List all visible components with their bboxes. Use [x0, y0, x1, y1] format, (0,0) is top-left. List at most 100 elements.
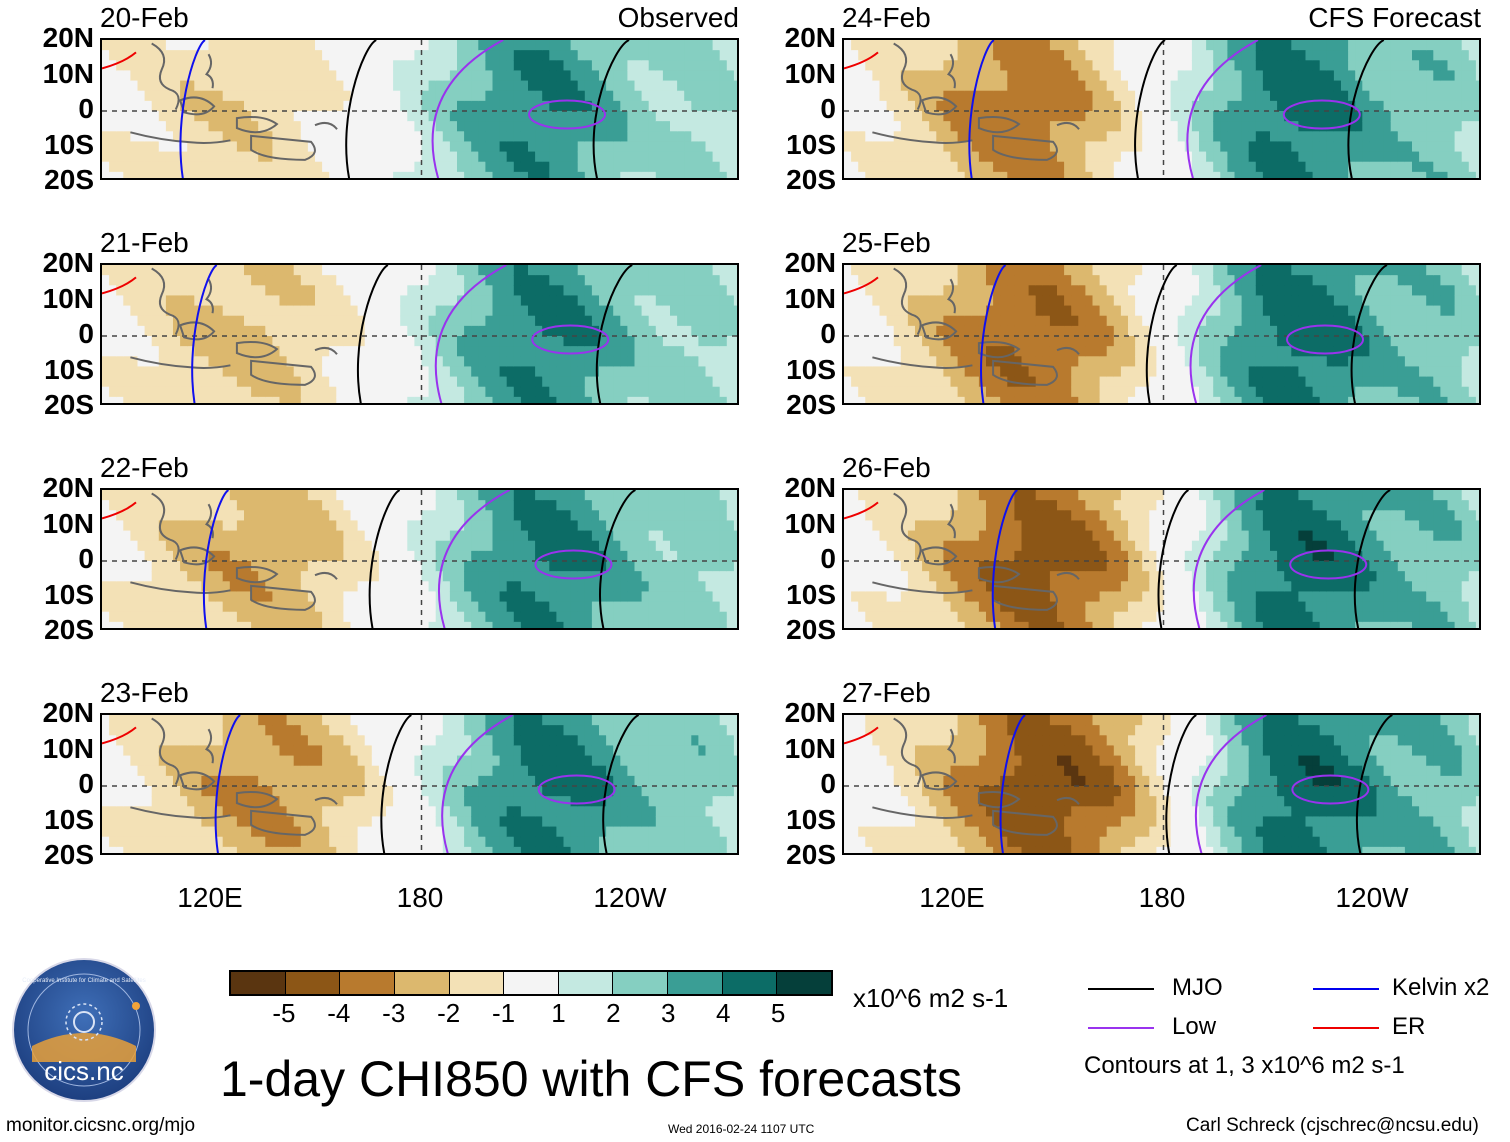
heatmap-cell — [393, 775, 401, 787]
heatmap-cell — [492, 775, 501, 787]
heatmap-cell — [414, 80, 423, 92]
heatmap-cell — [386, 816, 394, 828]
heatmap-cell — [577, 151, 586, 163]
heatmap-cell — [563, 735, 572, 747]
heatmap-cell — [627, 70, 636, 82]
heatmap-cell — [258, 735, 266, 747]
heatmap-cell — [165, 786, 174, 797]
heatmap-cell — [123, 356, 131, 368]
heatmap-cell — [336, 561, 344, 572]
heatmap-cell — [528, 346, 536, 357]
heatmap-cell — [208, 285, 217, 297]
heatmap-cell — [187, 571, 195, 582]
heatmap-cell — [151, 285, 160, 297]
heatmap-cell — [428, 285, 437, 297]
heatmap-cell — [393, 60, 401, 72]
heatmap-cell — [329, 80, 337, 92]
heatmap-cell — [627, 735, 636, 747]
heatmap-cell — [726, 336, 735, 347]
heatmap-cell — [165, 735, 174, 747]
heatmap-cell — [435, 520, 444, 532]
heatmap-cell — [449, 80, 458, 92]
heatmap-cell — [556, 571, 565, 582]
heatmap-cell — [698, 325, 707, 337]
heatmap-cell — [421, 50, 430, 61]
heatmap-cell — [315, 336, 323, 347]
heatmap-cell — [329, 111, 337, 122]
heatmap-cell — [485, 500, 494, 511]
heatmap-cell — [499, 346, 508, 357]
heatmap-cell — [244, 346, 252, 357]
heatmap-cell — [300, 540, 309, 552]
heatmap-cell — [215, 581, 224, 593]
heatmap-cell — [457, 325, 465, 337]
heatmap-cell — [343, 796, 352, 807]
heatmap-cell — [251, 591, 259, 603]
heatmap-cell — [442, 735, 451, 747]
heatmap-cell — [520, 581, 529, 593]
heatmap-cell — [201, 550, 210, 562]
heatmap-cell — [471, 90, 479, 102]
heatmap-cell — [286, 806, 295, 818]
heatmap-cell — [464, 305, 472, 317]
heatmap-cell — [563, 846, 572, 853]
heatmap-cell — [293, 356, 302, 368]
heatmap-cell — [414, 836, 423, 848]
heatmap-cell — [144, 755, 153, 767]
heatmap-cell — [322, 265, 330, 276]
heatmap-cell — [130, 806, 139, 818]
heatmap-cell — [471, 745, 479, 757]
heatmap-cell — [315, 325, 323, 337]
heatmap-cell — [591, 305, 600, 317]
heatmap-cell — [670, 591, 678, 603]
lat-tick-20n: 20N — [42, 247, 94, 278]
heatmap-cell — [655, 121, 664, 132]
heatmap-cell — [549, 80, 557, 92]
heatmap-cell — [528, 315, 536, 327]
heatmap-cell — [577, 131, 586, 143]
heatmap-cell — [123, 80, 131, 92]
heatmap-cell — [464, 715, 472, 726]
heatmap-cell — [414, 581, 423, 593]
heatmap-cell — [435, 765, 444, 777]
heatmap-cell — [464, 70, 472, 82]
heatmap-cell — [371, 796, 380, 807]
heatmap-cell — [378, 100, 387, 112]
heatmap-cell — [691, 121, 699, 132]
heatmap-cell — [414, 40, 423, 51]
heatmap-cell — [478, 111, 486, 122]
heatmap-cell — [400, 735, 408, 747]
heatmap-cell — [293, 786, 302, 797]
heatmap-cell — [499, 530, 508, 542]
heatmap-cell — [591, 550, 600, 562]
heatmap-cell — [343, 725, 352, 736]
heatmap-cell — [109, 151, 117, 163]
heatmap-cell — [513, 510, 522, 522]
heatmap-cell — [591, 275, 600, 286]
heatmap-cell — [357, 765, 366, 777]
heatmap-cell — [506, 376, 515, 388]
heatmap-cell — [364, 601, 373, 613]
heatmap-cell — [577, 621, 586, 628]
heatmap-cell — [662, 356, 671, 368]
heatmap-cell — [187, 621, 195, 628]
heatmap-cell — [343, 530, 352, 542]
heatmap-cell — [130, 591, 139, 603]
heatmap-cell — [251, 571, 259, 582]
heatmap-cell — [180, 550, 188, 562]
heatmap-cell — [272, 121, 281, 132]
heatmap-cell — [180, 376, 188, 388]
heatmap-cell — [563, 796, 572, 807]
heatmap-cell — [215, 80, 224, 92]
heatmap-cell — [293, 591, 302, 603]
heatmap-cell — [620, 131, 628, 143]
heatmap-cell — [414, 295, 423, 307]
heatmap-cell — [109, 40, 117, 51]
heatmap-cell — [591, 285, 600, 297]
heatmap-cell — [322, 295, 330, 307]
heatmap-cell — [698, 161, 707, 173]
heatmap-cell — [563, 305, 572, 317]
heatmap-cell — [662, 611, 671, 623]
heatmap-cell — [670, 786, 678, 797]
heatmap-cell — [542, 90, 550, 102]
